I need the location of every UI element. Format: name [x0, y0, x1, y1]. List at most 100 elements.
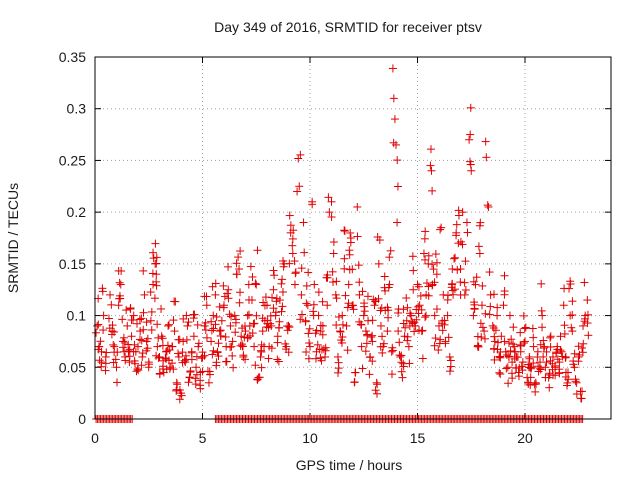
data-point — [174, 335, 183, 344]
data-point — [286, 221, 295, 230]
data-point — [438, 326, 447, 335]
data-point — [130, 340, 139, 349]
data-point — [376, 321, 385, 330]
data-point — [145, 360, 154, 369]
data-point — [387, 370, 396, 379]
data-point — [135, 315, 144, 324]
data-point — [424, 251, 433, 260]
data-point — [291, 269, 300, 278]
data-point — [568, 310, 577, 319]
data-point — [465, 135, 474, 144]
data-point — [328, 278, 337, 287]
data-point — [392, 140, 400, 149]
data-point — [421, 227, 430, 236]
data-point — [314, 311, 323, 320]
data-point — [302, 299, 311, 308]
data-point — [244, 280, 253, 289]
data-point — [146, 288, 155, 297]
data-point — [267, 321, 276, 330]
data-point — [474, 342, 483, 351]
data-point — [380, 272, 389, 281]
data-point — [213, 348, 222, 357]
data-point — [211, 279, 220, 288]
data-point — [500, 271, 509, 280]
data-point — [448, 264, 457, 273]
data-point — [580, 278, 589, 287]
data-point — [137, 361, 146, 370]
data-point — [399, 362, 408, 371]
data-point — [404, 342, 413, 351]
data-point — [557, 347, 566, 356]
data-point — [193, 320, 202, 329]
data-point — [443, 311, 452, 320]
data-point — [463, 228, 472, 237]
data-point — [397, 351, 406, 360]
data-point — [217, 316, 226, 325]
data-point — [207, 337, 216, 346]
data-point — [279, 262, 288, 271]
data-point — [275, 296, 284, 305]
data-point — [570, 349, 579, 358]
data-point — [542, 347, 551, 356]
data-point — [318, 321, 327, 330]
data-point — [204, 378, 213, 387]
data-point — [185, 373, 194, 382]
data-point — [95, 356, 104, 365]
data-point — [353, 232, 362, 241]
data-point — [579, 339, 588, 348]
data-point — [155, 369, 164, 378]
data-point — [475, 249, 484, 258]
data-point — [264, 354, 273, 363]
data-point — [198, 348, 207, 357]
data-point — [137, 336, 146, 345]
data-point — [298, 310, 307, 319]
data-point — [164, 320, 173, 329]
data-point — [329, 238, 338, 247]
data-point — [472, 273, 481, 282]
data-point — [565, 284, 574, 293]
data-point — [507, 335, 516, 344]
data-point — [502, 364, 511, 373]
data-point — [454, 206, 463, 215]
data-point — [477, 333, 486, 342]
y-tick-label: 0.05 — [59, 359, 86, 375]
data-point — [184, 378, 193, 387]
data-point — [121, 356, 130, 365]
data-point — [499, 301, 508, 310]
data-point — [316, 353, 325, 362]
data-point — [584, 331, 593, 340]
data-point — [118, 315, 127, 324]
data-point — [473, 332, 482, 341]
data-point — [489, 323, 498, 332]
data-point — [402, 316, 411, 325]
data-point — [119, 333, 128, 342]
data-point — [294, 154, 303, 163]
data-point — [338, 320, 347, 329]
data-point — [560, 321, 569, 330]
data-point — [355, 278, 364, 287]
data-point — [460, 290, 469, 299]
data-point — [340, 264, 349, 273]
data-point — [529, 333, 538, 342]
data-point — [321, 346, 330, 355]
data-point — [269, 266, 278, 275]
data-point — [271, 308, 280, 317]
data-point — [478, 281, 487, 290]
data-point — [277, 307, 286, 316]
data-point — [231, 328, 240, 337]
data-point — [370, 301, 379, 310]
data-point — [471, 280, 480, 289]
data-point — [509, 323, 518, 332]
data-point — [224, 262, 233, 271]
data-point — [116, 280, 125, 289]
data-point — [327, 197, 336, 206]
data-point — [241, 355, 250, 364]
data-point — [424, 291, 433, 300]
data-point — [440, 316, 449, 325]
data-point — [500, 290, 509, 299]
data-point — [551, 361, 560, 370]
data-point — [94, 320, 103, 329]
data-point — [556, 346, 565, 355]
y-tick-label: 0.2 — [67, 204, 87, 220]
data-point — [519, 311, 528, 320]
